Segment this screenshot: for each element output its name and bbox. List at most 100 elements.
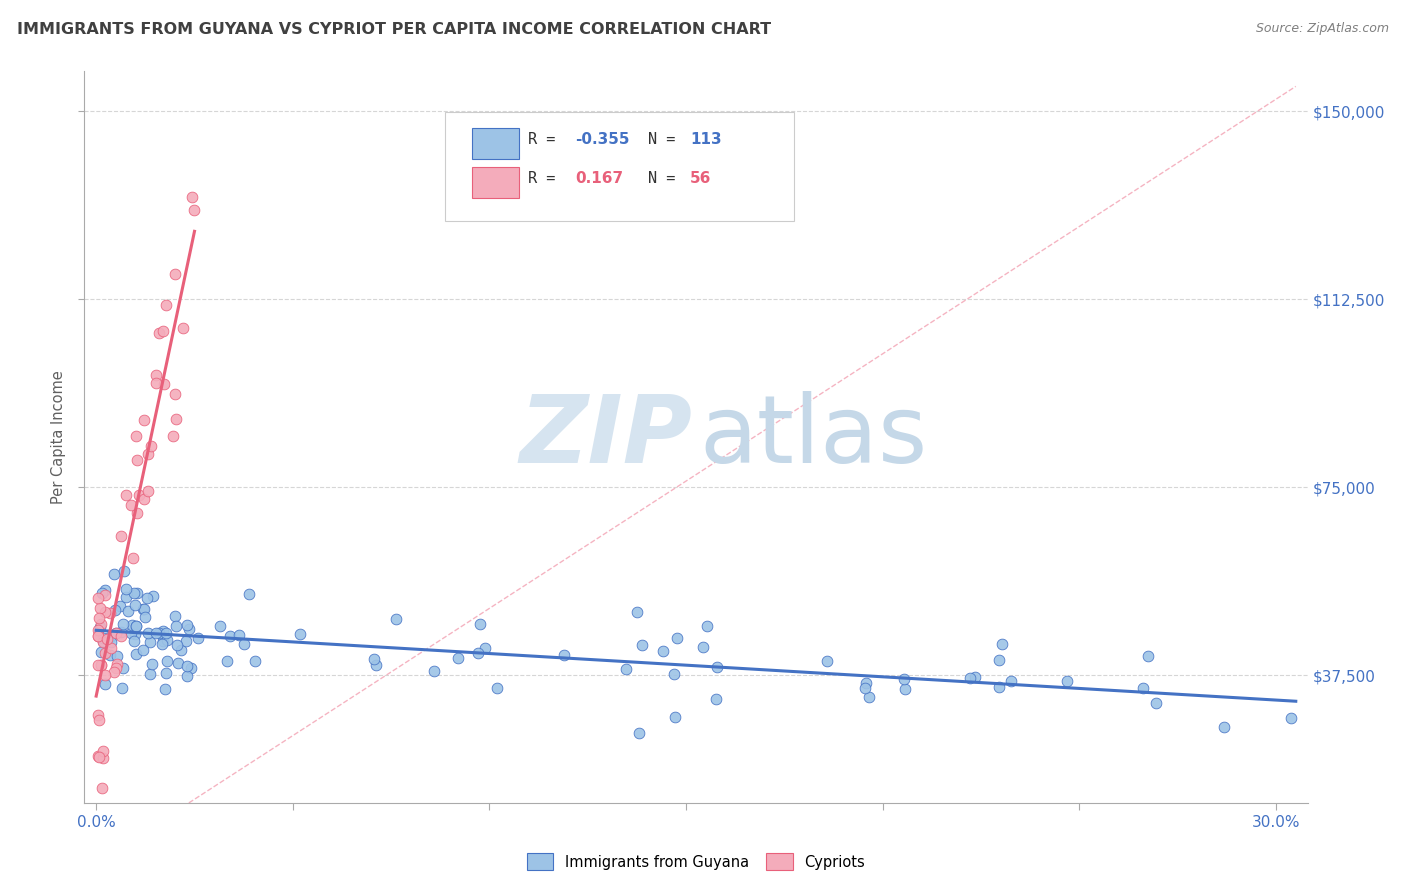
- Point: [1056, 674, 1078, 689]
- Point: [89, 713, 111, 727]
- Point: [103, 567, 125, 582]
- Point: [155, 681, 177, 696]
- Point: [987, 681, 1010, 695]
- Point: [180, 189, 202, 203]
- Point: [103, 665, 125, 679]
- Point: [163, 609, 186, 624]
- Point: [652, 644, 675, 658]
- Point: [180, 661, 202, 675]
- Point: [105, 648, 128, 663]
- Point: [177, 623, 200, 637]
- Point: [145, 626, 167, 640]
- Point: [112, 616, 135, 631]
- Text: ZIP: ZIP: [519, 391, 692, 483]
- Text: 56: 56: [690, 171, 711, 186]
- Point: [614, 662, 637, 676]
- Point: [120, 626, 142, 640]
- Point: [94, 646, 117, 660]
- Point: [91, 780, 114, 795]
- Point: [87, 629, 110, 643]
- Point: [165, 412, 187, 426]
- Point: [385, 612, 408, 626]
- Text: atlas: atlas: [700, 391, 928, 483]
- Y-axis label: Per Capita Income: Per Capita Income: [51, 370, 66, 504]
- Point: [104, 626, 127, 640]
- Point: [104, 661, 127, 675]
- Point: [94, 588, 117, 602]
- Point: [139, 634, 162, 648]
- Text: Source: ZipAtlas.com: Source: ZipAtlas.com: [1256, 22, 1389, 36]
- Point: [122, 550, 145, 565]
- Point: [135, 591, 157, 605]
- Point: [145, 376, 167, 391]
- Point: [148, 626, 170, 640]
- Point: [628, 726, 651, 740]
- Point: [152, 376, 174, 391]
- Point: [87, 750, 110, 764]
- Point: [228, 628, 250, 642]
- Point: [94, 605, 117, 619]
- Point: [219, 629, 242, 643]
- Point: [166, 638, 188, 652]
- Point: [117, 604, 139, 618]
- Point: [485, 681, 508, 695]
- Point: [108, 599, 131, 613]
- Point: [114, 488, 136, 502]
- Point: [364, 658, 387, 673]
- Point: [156, 654, 179, 668]
- Point: [131, 602, 153, 616]
- Point: [104, 626, 127, 640]
- Point: [468, 616, 491, 631]
- Point: [120, 498, 142, 512]
- Point: [991, 637, 1014, 651]
- Point: [467, 646, 489, 660]
- Point: [155, 625, 177, 640]
- Point: [150, 637, 173, 651]
- Point: [141, 440, 163, 454]
- Point: [125, 647, 148, 661]
- Point: [176, 618, 198, 632]
- Point: [134, 413, 156, 427]
- Point: [89, 620, 111, 634]
- Point: [91, 631, 114, 645]
- Point: [215, 655, 238, 669]
- Point: [115, 582, 138, 597]
- Point: [94, 677, 117, 691]
- Point: [1279, 711, 1302, 725]
- Point: [243, 654, 266, 668]
- Point: [100, 630, 122, 644]
- Point: [124, 428, 146, 442]
- Point: [91, 635, 114, 649]
- Point: [176, 669, 198, 683]
- Point: [96, 632, 118, 647]
- Point: [124, 634, 146, 648]
- Text: N =: N =: [648, 171, 685, 186]
- Point: [169, 643, 191, 657]
- Bar: [472, 128, 519, 159]
- Point: [132, 642, 155, 657]
- Point: [89, 644, 111, 658]
- Point: [165, 619, 187, 633]
- Point: [87, 629, 110, 643]
- Text: R =: R =: [529, 132, 565, 147]
- Point: [894, 681, 917, 696]
- Point: [124, 618, 146, 632]
- Point: [87, 611, 110, 625]
- Point: [692, 640, 714, 654]
- Point: [100, 641, 122, 656]
- Point: [111, 681, 134, 695]
- Point: [98, 606, 121, 620]
- Point: [138, 447, 160, 461]
- Point: [626, 605, 648, 619]
- Text: -0.355: -0.355: [575, 132, 630, 147]
- Point: [134, 602, 156, 616]
- Legend: Immigrants from Guyana, Cypriots: Immigrants from Guyana, Cypriots: [522, 847, 870, 876]
- Point: [853, 681, 876, 695]
- Point: [987, 653, 1010, 667]
- Point: [91, 744, 114, 758]
- Point: [893, 673, 915, 687]
- Point: [125, 452, 148, 467]
- Point: [125, 586, 148, 600]
- Point: [155, 297, 177, 311]
- Point: [91, 634, 114, 648]
